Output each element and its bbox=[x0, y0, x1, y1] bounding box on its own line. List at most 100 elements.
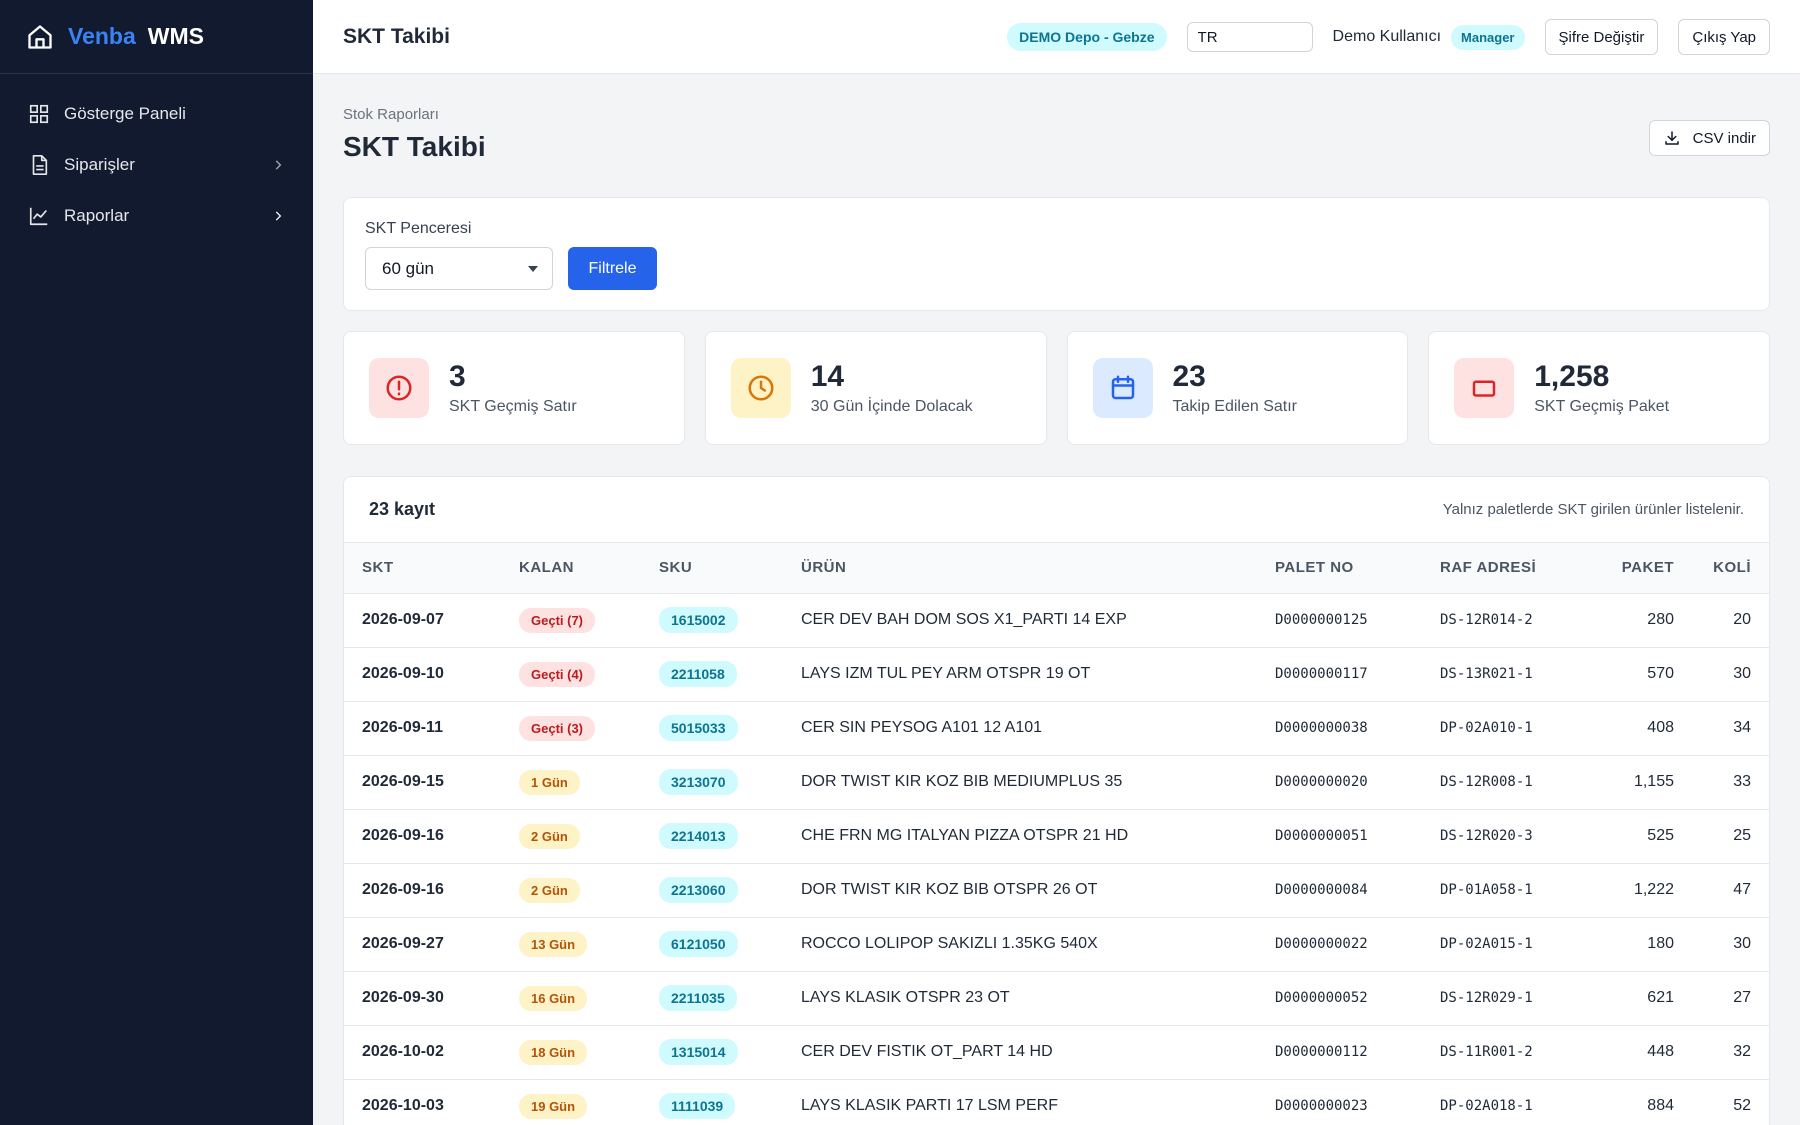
grid-icon bbox=[29, 104, 49, 123]
stats-row: 3 SKT Geçmiş Satır 14 30 Gün İçinde Dola… bbox=[343, 331, 1770, 445]
cell-shelf: DS-12R008-1 bbox=[1440, 755, 1590, 810]
sku-badge[interactable]: 1315014 bbox=[659, 1039, 738, 1065]
cell-shelf: DS-12R020-3 bbox=[1440, 809, 1590, 864]
cell-shelf: DS-13R021-1 bbox=[1440, 647, 1590, 702]
cell-case: 32 bbox=[1674, 1025, 1769, 1080]
remaining-badge: 18 Gün bbox=[519, 1039, 588, 1065]
cell-product: DOR TWIST KIR KOZ BIB MEDIUMPLUS 35 bbox=[801, 755, 1275, 810]
cell-skt: 2026-09-07 bbox=[344, 593, 519, 648]
sidebar-item-label: Gösterge Paneli bbox=[64, 103, 186, 123]
cell-shelf: DS-11R001-2 bbox=[1440, 1025, 1590, 1080]
cell-pallet: D0000000052 bbox=[1275, 971, 1440, 1026]
cell-product: ROCCO LOLIPOP SAKIZLI 1.35KG 540X bbox=[801, 917, 1275, 972]
table-row[interactable]: 2026-09-16 2 Gün 2214013 CHE FRN MG ITAL… bbox=[344, 809, 1769, 864]
cell-package: 408 bbox=[1590, 701, 1674, 756]
home-icon bbox=[28, 24, 52, 49]
table-row[interactable]: 2026-09-27 13 Gün 6121050 ROCCO LOLIPOP … bbox=[344, 917, 1769, 972]
sidebar-item-dashboard[interactable]: Gösterge Paneli bbox=[0, 88, 313, 139]
sku-badge[interactable]: 1111039 bbox=[659, 1093, 736, 1119]
cell-case: 33 bbox=[1674, 755, 1769, 810]
cell-skt: 2026-09-16 bbox=[344, 809, 519, 864]
column-header-sku[interactable]: SKU bbox=[659, 543, 801, 594]
sidebar-item-reports[interactable]: Raporlar bbox=[0, 190, 313, 241]
table-row[interactable]: 2026-09-07 Geçti (7) 1615002 CER DEV BAH… bbox=[344, 593, 1769, 648]
column-header-urun[interactable]: ÜRÜN bbox=[801, 543, 1275, 594]
stat-value: 1,258 bbox=[1534, 360, 1610, 393]
sku-badge[interactable]: 5015033 bbox=[659, 715, 738, 741]
brand[interactable]: Venba WMS bbox=[0, 0, 313, 74]
table-header-row: SKT KALAN SKU ÜRÜN PALET NO RAF ADRESİ P… bbox=[344, 543, 1769, 594]
column-header-palet[interactable]: PALET NO bbox=[1275, 543, 1440, 594]
sku-badge[interactable]: 2214013 bbox=[659, 823, 738, 849]
sku-badge[interactable]: 6121050 bbox=[659, 931, 738, 957]
sku-badge[interactable]: 3213070 bbox=[659, 769, 738, 795]
column-header-raf[interactable]: RAF ADRESİ bbox=[1440, 543, 1590, 594]
clock-icon bbox=[730, 358, 791, 418]
cell-shelf: DS-12R029-1 bbox=[1440, 971, 1590, 1026]
cell-product: CER DEV FISTIK OT_PART 14 HD bbox=[801, 1025, 1275, 1080]
table-row[interactable]: 2026-09-15 1 Gün 3213070 DOR TWIST KIR K… bbox=[344, 755, 1769, 810]
csv-download-button[interactable]: CSV indir bbox=[1648, 120, 1770, 156]
logout-button[interactable]: Çıkış Yap bbox=[1678, 19, 1770, 55]
remaining-badge: Geçti (3) bbox=[519, 715, 596, 741]
breadcrumb: Stok Raporları bbox=[343, 106, 439, 123]
skt-window-select[interactable]: 60 gün bbox=[365, 247, 553, 290]
cell-product: LAYS KLASIK OTSPR 23 OT bbox=[801, 971, 1275, 1026]
sidebar: Venba WMS Gösterge Paneli Siparişler Rap… bbox=[0, 0, 313, 1125]
filter-button[interactable]: Filtrele bbox=[568, 247, 657, 290]
cell-product: LAYS KLASIK PARTI 17 LSM PERF bbox=[801, 1079, 1275, 1125]
cell-pallet: D0000000020 bbox=[1275, 755, 1440, 810]
sku-badge[interactable]: 2211035 bbox=[659, 985, 737, 1011]
column-header-paket[interactable]: PAKET bbox=[1590, 543, 1674, 594]
column-header-kalan[interactable]: KALAN bbox=[519, 543, 659, 594]
sidebar-nav: Gösterge Paneli Siparişler Raporlar bbox=[0, 74, 313, 241]
table-row[interactable]: 2026-10-02 18 Gün 1315014 CER DEV FISTIK… bbox=[344, 1025, 1769, 1080]
cell-case: 27 bbox=[1674, 971, 1769, 1026]
sku-badge[interactable]: 2211058 bbox=[659, 661, 737, 687]
results-table-card: 23 kayıt Yalnız paletlerde SKT girilen ü… bbox=[343, 476, 1770, 1125]
download-icon bbox=[1664, 131, 1679, 145]
alert-circle-icon bbox=[369, 358, 429, 418]
table-row[interactable]: 2026-10-03 19 Gün 1111039 LAYS KLASIK PA… bbox=[344, 1079, 1769, 1125]
cell-package: 448 bbox=[1590, 1025, 1674, 1080]
table-row[interactable]: 2026-09-10 Geçti (4) 2211058 LAYS IZM TU… bbox=[344, 647, 1769, 702]
language-input[interactable] bbox=[1186, 22, 1313, 52]
cell-product: LAYS IZM TUL PEY ARM OTSPR 19 OT bbox=[801, 647, 1275, 702]
cell-skt: 2026-09-30 bbox=[344, 971, 519, 1026]
stat-label: Takip Edilen Satır bbox=[1172, 398, 1298, 415]
csv-download-label: CSV indir bbox=[1692, 129, 1756, 147]
cell-package: 1,155 bbox=[1590, 755, 1674, 810]
cell-product: CER DEV BAH DOM SOS X1_PARTI 14 EXP bbox=[801, 593, 1275, 648]
table-note: Yalnız paletlerde SKT girilen ürünler li… bbox=[1442, 501, 1744, 518]
cell-product: DOR TWIST KIR KOZ BIB OTSPR 26 OT bbox=[801, 863, 1275, 918]
sidebar-item-label: Siparişler bbox=[64, 154, 135, 174]
remaining-badge: Geçti (4) bbox=[519, 661, 596, 687]
change-password-button[interactable]: Şifre Değiştir bbox=[1544, 19, 1659, 55]
stat-value: 14 bbox=[810, 360, 845, 393]
main-content: Stok Raporları SKT Takibi CSV indir SKT … bbox=[343, 74, 1770, 1125]
cell-case: 34 bbox=[1674, 701, 1769, 756]
cell-skt: 2026-10-03 bbox=[344, 1079, 519, 1125]
calendar-icon bbox=[1092, 358, 1153, 418]
column-header-skt[interactable]: SKT bbox=[344, 543, 519, 594]
sku-badge[interactable]: 2213060 bbox=[659, 877, 738, 903]
sidebar-item-orders[interactable]: Siparişler bbox=[0, 139, 313, 190]
topbar: SKT Takibi DEMO Depo - Gebze Demo Kullan… bbox=[313, 0, 1800, 74]
role-badge: Manager bbox=[1451, 24, 1525, 50]
remaining-badge: 19 Gün bbox=[519, 1093, 588, 1119]
caret-down-icon bbox=[528, 266, 538, 272]
table-row[interactable]: 2026-09-30 16 Gün 2211035 LAYS KLASIK OT… bbox=[344, 971, 1769, 1026]
sidebar-item-label: Raporlar bbox=[64, 205, 130, 225]
cell-pallet: D0000000023 bbox=[1275, 1079, 1440, 1125]
remaining-badge: 2 Gün bbox=[519, 823, 580, 849]
cell-skt: 2026-09-15 bbox=[344, 755, 519, 810]
table-row[interactable]: 2026-09-11 Geçti (3) 5015033 CER SIN PEY… bbox=[344, 701, 1769, 756]
filter-row: 60 gün Filtrele bbox=[365, 247, 1748, 290]
skt-table: SKT KALAN SKU ÜRÜN PALET NO RAF ADRESİ P… bbox=[344, 543, 1769, 1125]
table-row[interactable]: 2026-09-16 2 Gün 2213060 DOR TWIST KIR K… bbox=[344, 863, 1769, 918]
column-header-koli[interactable]: KOLİ bbox=[1674, 543, 1769, 594]
cell-skt: 2026-09-27 bbox=[344, 917, 519, 972]
cell-package: 1,222 bbox=[1590, 863, 1674, 918]
page-title: SKT Takibi bbox=[343, 131, 486, 162]
sku-badge[interactable]: 1615002 bbox=[659, 607, 738, 633]
